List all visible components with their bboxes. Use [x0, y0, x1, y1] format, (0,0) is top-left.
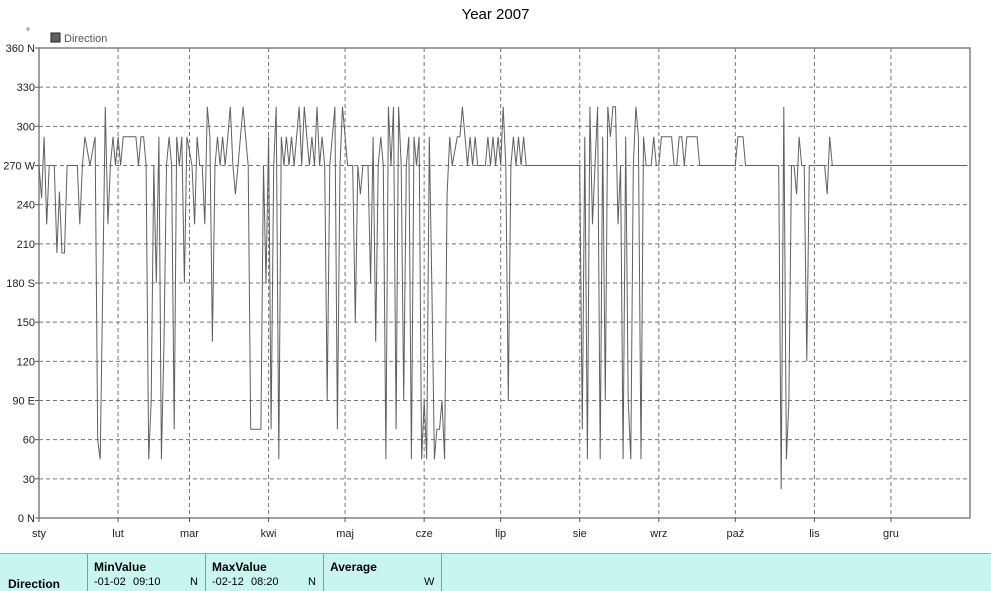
y-tick-label-210: 210	[17, 239, 35, 251]
stats-row-label: Direction	[8, 577, 61, 591]
x-tick-label-kwi: kwi	[261, 528, 277, 540]
max-value-header: MaxValue	[212, 560, 267, 574]
y-tick-label-90: 90 E	[12, 396, 35, 408]
x-axis-ticks: sty lut mar kwi maj cze lip sie wrz paź lis gru	[32, 518, 899, 540]
x-tick-label-lut: lut	[112, 528, 124, 540]
max-value-col: MaxValue -02-12 08:20 N	[206, 554, 324, 591]
min-value-col: MinValue -01-02 09:10 N	[88, 554, 206, 591]
series-lines	[38, 106, 968, 490]
y-tick-label-30: 30	[23, 474, 35, 486]
statistics-panel: Direction MinValue -01-02 09:10 N MaxVal…	[0, 553, 991, 591]
y-tick-label-330: 330	[17, 82, 35, 94]
max-value-dir: N	[308, 576, 316, 588]
y-tick-label-300: 300	[17, 121, 35, 133]
max-value-date: -02-12	[212, 576, 244, 588]
y-tick-label-60: 60	[23, 435, 35, 447]
min-value-header: MinValue	[94, 560, 147, 574]
x-tick-label-cze: cze	[416, 528, 433, 540]
x-tick-label-gru: gru	[883, 528, 899, 540]
y-tick-label-180: 180 S	[6, 278, 35, 290]
x-tick-label-sty: sty	[32, 528, 47, 540]
min-value-dir: N	[190, 576, 198, 588]
y-tick-label-0: 0 N	[18, 513, 35, 525]
stats-row-label-col: Direction	[0, 554, 88, 591]
y-tick-label-240: 240	[17, 200, 35, 212]
legend-swatch	[50, 32, 61, 43]
x-tick-label-lip: lip	[495, 528, 506, 540]
max-value-time: 08:20	[251, 576, 279, 588]
direction-chart: 0 N 30 60 90 E 120 150 180 S 210 240 270 W 300 330 3…	[3, 27, 971, 540]
y-axis-unit: °	[26, 27, 30, 38]
x-tick-label-lis: lis	[809, 528, 820, 540]
average-header: Average	[330, 560, 377, 574]
x-tick-label-paź: paź	[726, 528, 744, 540]
chart-title: Year 2007	[461, 6, 530, 23]
x-tick-label-mar: mar	[180, 528, 199, 540]
min-value-date: -01-02	[94, 576, 126, 588]
average-dir: W	[424, 576, 435, 588]
y-tick-label-120: 120	[17, 356, 35, 368]
y-tick-label-360: 360 N	[6, 43, 35, 55]
x-tick-label-wrz: wrz	[649, 528, 667, 540]
series-line-direction	[38, 106, 968, 490]
x-tick-label-sie: sie	[573, 528, 587, 540]
legend-label-direction: Direction	[64, 33, 107, 45]
min-value-time: 09:10	[133, 576, 161, 588]
y-tick-label-270: 270 W	[3, 161, 35, 173]
average-col: Average W	[324, 554, 442, 591]
x-tick-label-maj: maj	[336, 528, 354, 540]
y-tick-label-150: 150	[17, 317, 35, 329]
y-axis-ticks: 0 N 30 60 90 E 120 150 180 S 210 240 270 W 300 330 3…	[3, 43, 39, 525]
